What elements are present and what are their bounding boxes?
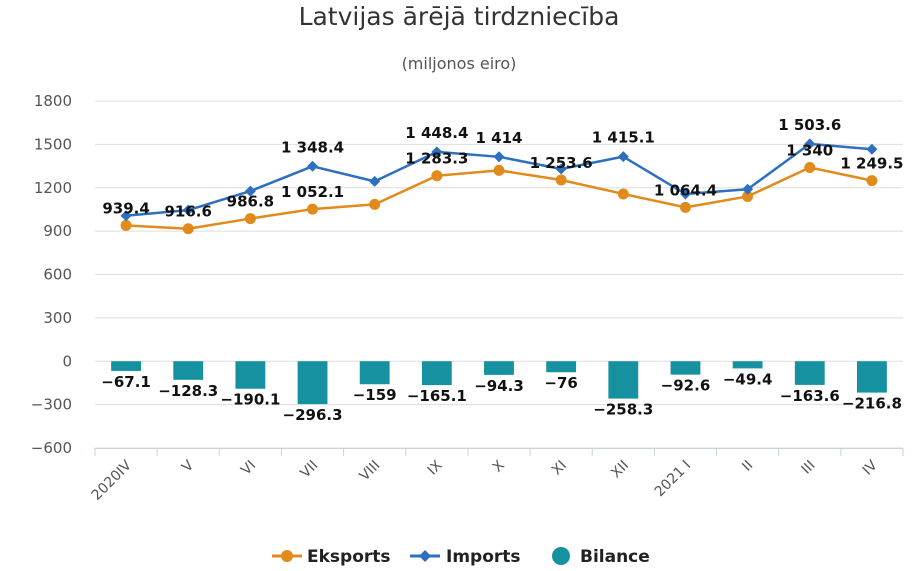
y-tick-label: 1800 [34, 92, 72, 110]
legend-eksports-marker [281, 550, 293, 562]
x-tick-label: XII [608, 458, 632, 482]
x-tick-label: II [739, 458, 756, 475]
eksports-point [182, 223, 194, 235]
eksports-point [804, 162, 816, 174]
bilance-data-label: −49.4 [723, 370, 773, 388]
imports-point [804, 138, 816, 150]
eksports-point [866, 175, 878, 187]
x-tick-label: VIII [357, 458, 384, 485]
bilance-data-label: −67.1 [101, 373, 151, 391]
bilance-bar [421, 361, 452, 386]
bilance-data-label: −216.8 [842, 395, 902, 413]
eksports-data-label: 1 283.3 [405, 150, 468, 168]
x-tick-label: X [490, 457, 508, 475]
imports-point [679, 188, 691, 200]
eksports-point [679, 201, 691, 213]
eksports-data-label: 1 064.4 [654, 181, 717, 199]
eksports-data-label: 916.6 [165, 203, 212, 221]
x-tick-label: XI [549, 458, 570, 479]
eksports-data-label: 1 340 [786, 142, 833, 160]
legend-eksports-label: Eksports [307, 547, 391, 567]
bilance-data-label: −76 [544, 374, 577, 392]
bilance-bar [546, 361, 577, 373]
x-tick-label: VII [297, 458, 321, 482]
eksports-data-label: 1 052.1 [281, 183, 344, 201]
bilance-bar [732, 361, 763, 369]
y-tick-label: −600 [31, 439, 72, 457]
bilance-bar [297, 361, 328, 405]
imports-point [182, 204, 194, 216]
x-tick-label: IX [425, 457, 446, 478]
imports-data-label: 1 503.6 [778, 116, 841, 134]
legend-bilance-label: Bilance [580, 547, 650, 567]
y-tick-label: 900 [43, 222, 72, 240]
y-tick-label: 300 [43, 309, 72, 327]
x-tick-label: 2021 I [652, 458, 695, 501]
bilance-data-label: −190.1 [220, 391, 280, 409]
imports-point [369, 175, 381, 187]
bilance-data-label: −94.3 [474, 377, 524, 395]
imports-point [617, 151, 629, 163]
x-tick-label: 2020IV [89, 457, 135, 503]
bilance-bar [857, 361, 887, 393]
y-tick-label: 0 [62, 352, 72, 370]
imports-data-label: 1 448.4 [405, 124, 468, 142]
legend-bilance-marker [552, 547, 570, 565]
imports-point [244, 185, 256, 197]
bilance-data-label: −128.3 [158, 382, 218, 400]
bilance-bar [794, 361, 825, 385]
bilance-data-label: −165.1 [407, 387, 467, 405]
imports-data-label: 1 348.4 [281, 138, 344, 156]
imports-point [307, 160, 319, 172]
bilance-data-label: −163.6 [780, 387, 840, 405]
y-tick-label: 600 [43, 266, 72, 284]
eksports-point [493, 164, 505, 176]
legend-imports-marker [419, 550, 431, 562]
imports-point [431, 146, 443, 158]
bilance-bar [484, 361, 514, 375]
imports-point [866, 143, 878, 155]
bilance-bar [608, 361, 639, 399]
imports-data-label: 1 414 [476, 129, 523, 147]
eksports-point [120, 219, 132, 231]
bilance-data-label: −159 [353, 386, 397, 404]
eksports-point [307, 203, 319, 215]
eksports-point [555, 174, 567, 186]
eksports-data-label: 986.8 [227, 193, 274, 211]
chart-subtitle: (miljonos eiro) [401, 54, 517, 73]
imports-point [120, 210, 132, 222]
imports-point [555, 163, 567, 175]
bilance-bar [111, 361, 141, 371]
y-tick-label: 1500 [34, 135, 72, 153]
x-tick-label: VI [238, 458, 259, 479]
bilance-data-label: −258.3 [593, 401, 653, 419]
y-tick-label: 1200 [34, 179, 72, 197]
eksports-point [431, 170, 443, 182]
bilance-bar [173, 361, 204, 380]
bilance-bar [235, 361, 266, 389]
x-tick-label: V [179, 457, 197, 475]
legend-imports-label: Imports [446, 547, 521, 567]
x-tick-label: III [799, 458, 819, 478]
bilance-data-label: −92.6 [661, 377, 711, 395]
eksports-data-label: 1 253.6 [530, 154, 593, 172]
bilance-bar [670, 361, 701, 375]
y-tick-label: −300 [31, 396, 72, 414]
chart-title: Latvijas ārējā tirdzniecība [298, 2, 620, 31]
bilance-bar [359, 361, 390, 385]
eksports-point [369, 198, 381, 210]
imports-point [493, 151, 505, 163]
imports-point [742, 183, 754, 195]
eksports-point [244, 213, 256, 225]
x-tick-label: IV [860, 457, 881, 478]
imports-data-label: 1 415.1 [592, 129, 655, 147]
bilance-data-label: −296.3 [283, 406, 343, 424]
eksports-point [617, 188, 629, 200]
eksports-data-label: 939.4 [102, 199, 149, 217]
eksports-point [742, 190, 754, 202]
eksports-data-label: 1 249.5 [840, 155, 903, 173]
